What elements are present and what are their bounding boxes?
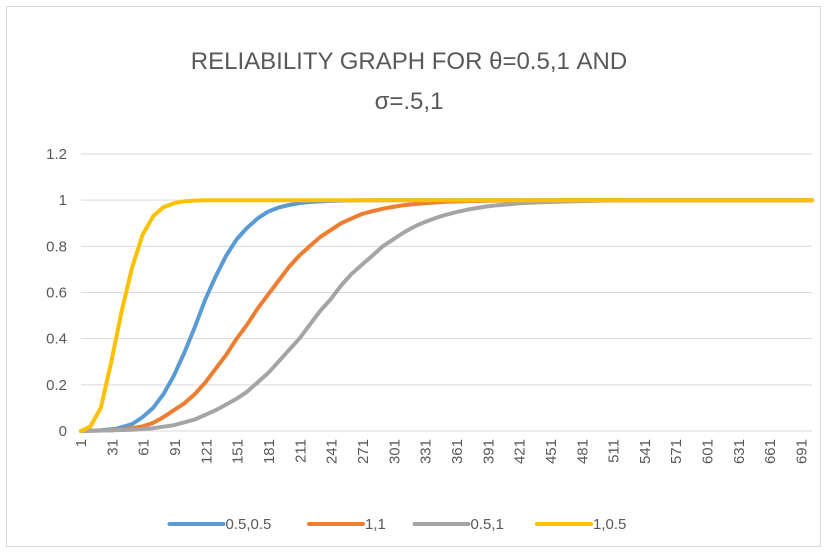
series-line-3 [79,198,814,433]
x-tick-label: 361 [449,439,466,464]
y-tick-label: 0.4 [46,331,67,348]
x-tick-label: 541 [637,439,654,464]
x-tick-label: 481 [574,439,591,464]
series-lines [79,198,814,433]
y-tick-label: 0 [59,423,67,440]
x-tick-label: 511 [606,439,623,463]
legend-label-2: 0.5,1 [471,516,504,533]
chart-title-line-1: RELIABILITY GRAPH FOR θ=0.5,1 AND [191,48,627,75]
reliability-chart: RELIABILITY GRAPH FOR θ=0.5,1 AND σ=.5,1… [46,48,814,533]
chart-title-line-2: σ=.5,1 [375,88,444,115]
x-tick-label: 241 [324,439,341,464]
x-tick-label: 91 [167,439,184,456]
series-line-1 [79,198,814,433]
y-tick-label: 0.8 [46,238,67,255]
x-tick-label: 181 [261,439,278,464]
x-tick-label: 571 [668,439,685,464]
x-tick-label: 391 [480,439,497,464]
y-tick-label: 1 [59,192,67,209]
series-line-2 [79,198,814,433]
x-tick-label: 451 [543,439,560,464]
legend: 0.5,0.5 1,1 0.5,1 1,0.5 [167,516,626,533]
y-tick-label: 0.2 [46,377,67,394]
gridlines [81,153,812,386]
x-tick-label: 121 [198,439,215,464]
y-tick-label: 1.2 [46,146,67,163]
legend-label-1: 1,1 [365,516,386,533]
x-tick-label: 61 [136,439,153,456]
x-tick-label: 301 [386,439,403,464]
legend-label-0: 0.5,0.5 [226,516,272,533]
x-tick-label: 271 [355,439,372,464]
legend-label-3: 1,0.5 [593,516,626,533]
x-tick-label: 661 [762,439,779,464]
x-tick-label: 421 [512,439,529,464]
x-tick-label: 211 [292,439,309,463]
x-tick-label: 31 [104,439,121,456]
x-tick-label: 601 [700,439,717,464]
x-tick-label: 631 [731,439,748,464]
x-tick-labels: 1 31 61 91 121 151 181 211 241 271 301 331 361 391 421… [73,439,811,464]
x-tick-label: 151 [230,439,247,464]
x-tick-label: 1 [73,439,90,447]
y-tick-labels: 0 0.2 0.4 0.6 0.8 1 1.2 [46,146,67,440]
y-tick-label: 0.6 [46,285,67,302]
chart-container: RELIABILITY GRAPH FOR θ=0.5,1 AND σ=.5,1… [6,6,821,547]
x-tick-label: 331 [418,439,435,464]
x-tick-label: 691 [794,439,811,464]
